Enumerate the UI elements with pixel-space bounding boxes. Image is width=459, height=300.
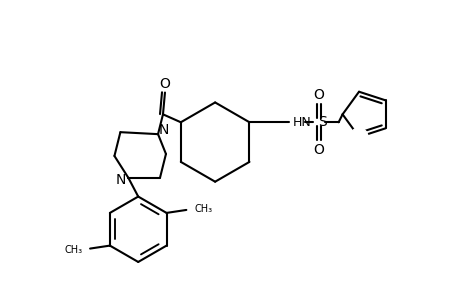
Text: CH₃: CH₃: [64, 244, 82, 255]
Text: O: O: [313, 88, 324, 101]
Text: HN: HN: [292, 116, 311, 129]
Text: S: S: [317, 115, 326, 129]
Text: S: S: [354, 130, 363, 144]
Text: O: O: [159, 76, 170, 91]
Text: N: N: [158, 123, 169, 137]
Text: CH₃: CH₃: [194, 204, 212, 214]
Text: O: O: [313, 143, 324, 157]
Text: N: N: [115, 173, 125, 187]
Circle shape: [349, 128, 367, 146]
